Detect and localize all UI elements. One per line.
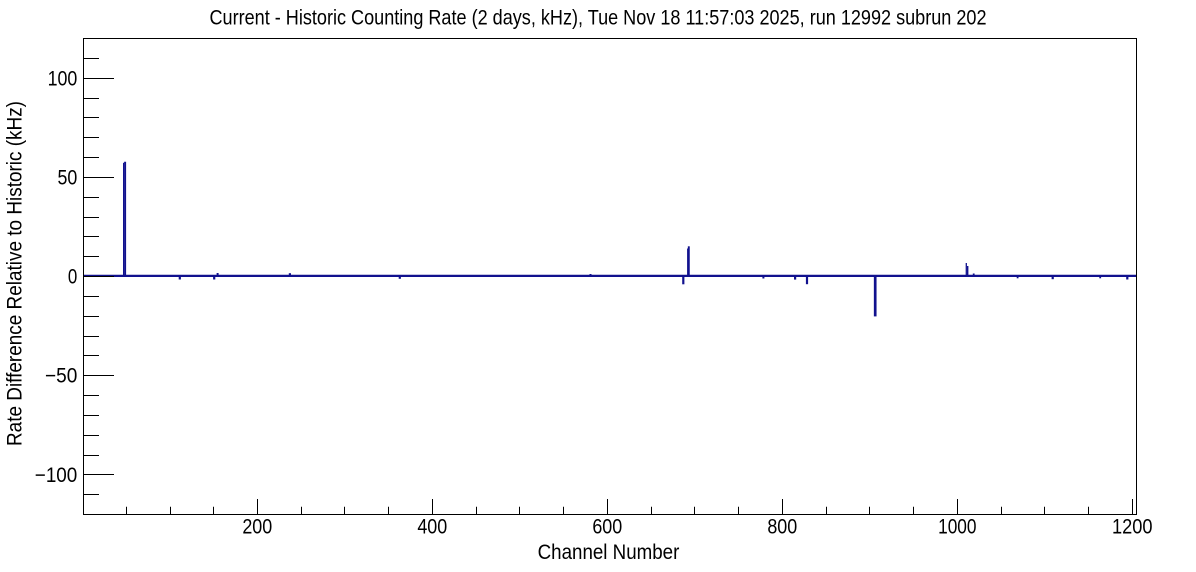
svg-text:50: 50: [58, 166, 78, 189]
svg-text:0: 0: [68, 266, 77, 289]
svg-text:400: 400: [417, 516, 447, 539]
svg-text:Channel Number: Channel Number: [538, 541, 680, 564]
svg-text:800: 800: [767, 516, 797, 539]
svg-text:200: 200: [242, 516, 272, 539]
svg-text:1200: 1200: [1112, 516, 1153, 539]
svg-text:Current - Historic Counting Ra: Current - Historic Counting Rate (2 days…: [210, 7, 987, 30]
svg-text:Rate Difference Relative to Hi: Rate Difference Relative to Historic (kH…: [4, 101, 27, 446]
svg-text:1000: 1000: [938, 516, 976, 539]
svg-text:−50: −50: [45, 365, 77, 388]
svg-text:−100: −100: [35, 464, 78, 487]
svg-text:100: 100: [48, 68, 78, 91]
svg-text:600: 600: [592, 516, 622, 539]
